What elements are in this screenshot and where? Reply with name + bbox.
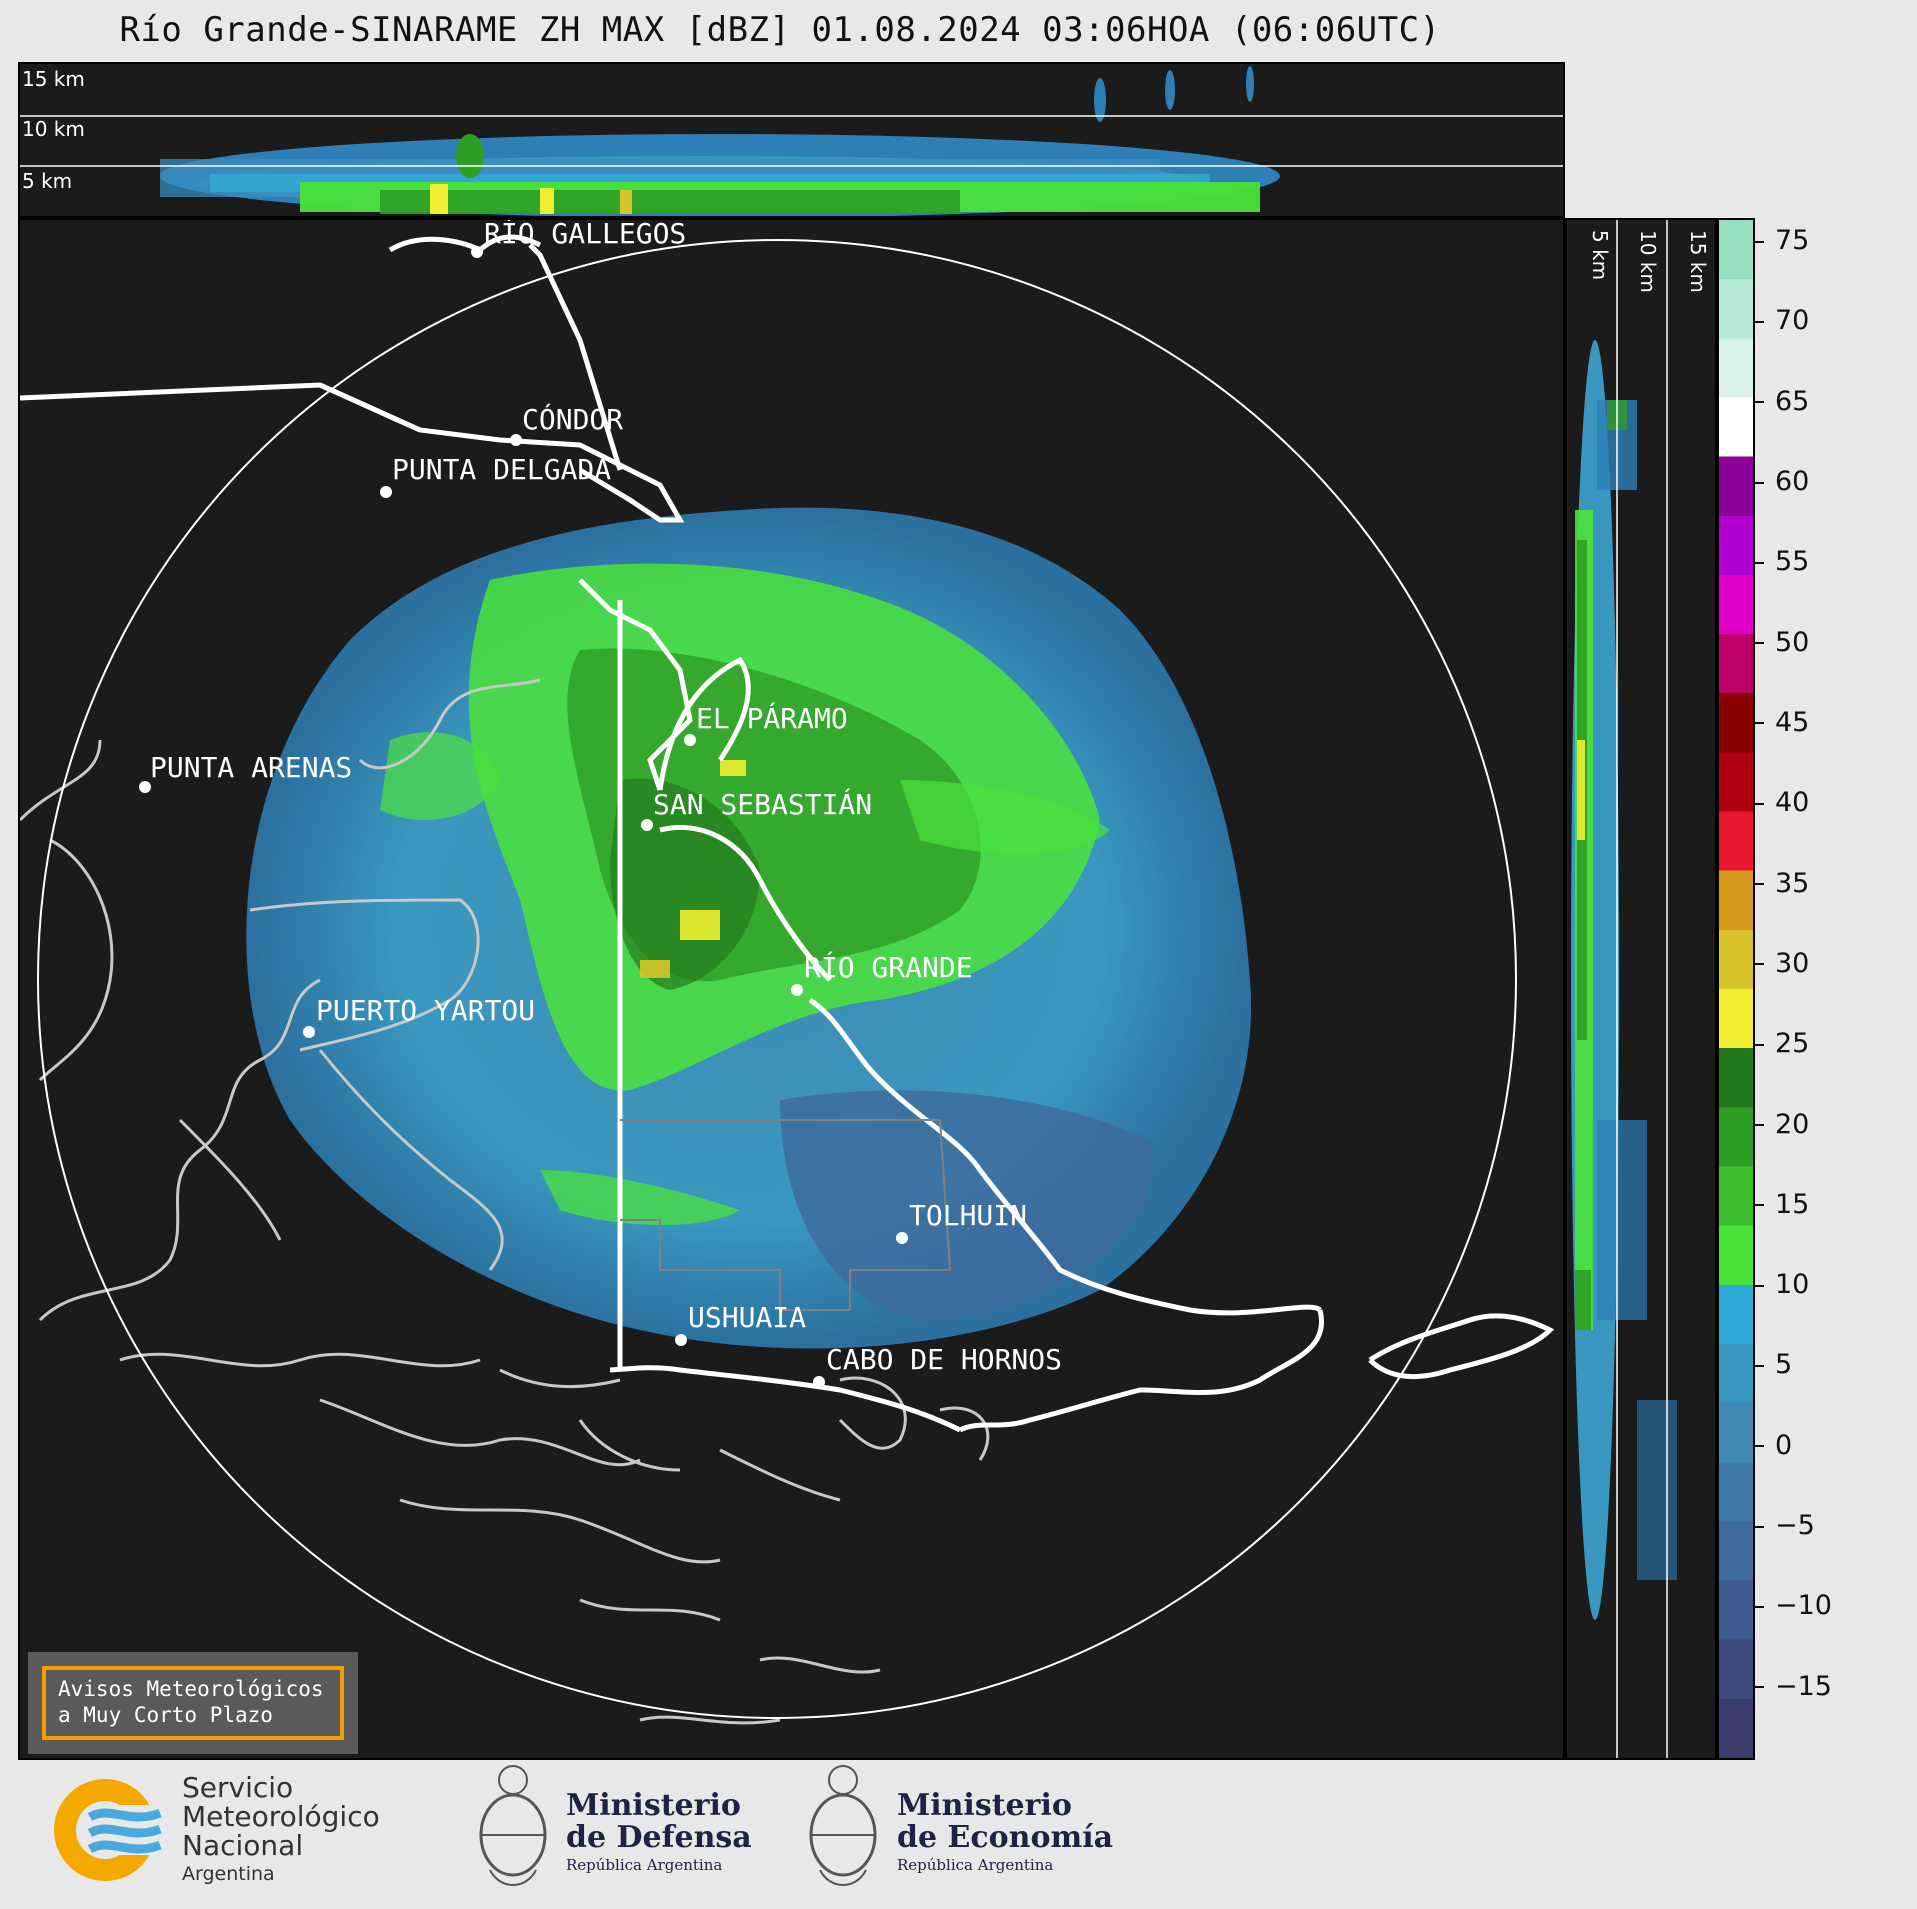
svg-text:PUNTA ARENAS: PUNTA ARENAS (150, 751, 352, 784)
side-altitude-label-15km: 15 km (1686, 230, 1710, 293)
colorbar-tick-label: 55 (1755, 546, 1809, 577)
svg-text:CABO DE HORNOS: CABO DE HORNOS (826, 1343, 1062, 1376)
colorbar-tick-label: 20 (1755, 1109, 1809, 1140)
place-punta-arenas: PUNTA ARENAS (139, 751, 352, 793)
place-puerto-yartou: PUERTO YARTOU (303, 994, 535, 1038)
defensa-coat-of-arms-icon (479, 1765, 547, 1886)
economia-coat-of-arms-icon (809, 1765, 877, 1886)
top-cross-section-panel: 15 km 10 km 5 km (18, 62, 1565, 218)
colorbar-tick-label: −15 (1755, 1671, 1832, 1702)
place-ushuaia: USHUAIA (675, 1301, 806, 1346)
place-punta-delgada: PUNTA DELGADA (380, 453, 611, 498)
range-ring (37, 239, 1517, 1719)
defensa-logo-text: Ministerio de Defensa República Argentin… (566, 1788, 752, 1875)
place-rio-gallegos: RÍO GALLEGOS (471, 220, 686, 258)
colorbar-tick-label: 50 (1755, 627, 1809, 658)
svg-text:PUERTO YARTOU: PUERTO YARTOU (316, 994, 535, 1027)
svg-text:CÓNDOR: CÓNDOR (522, 402, 623, 436)
colorbar-tick-label: 60 (1755, 466, 1809, 497)
side-altitude-label-5km: 5 km (1588, 230, 1612, 280)
place-el-paramo: EL PÁRAMO (684, 701, 848, 746)
colorbar-tick-label: 75 (1755, 225, 1809, 256)
smn-logo-text: Servicio Meteorológico Nacional Argentin… (182, 1771, 380, 1885)
economia-logo-text: Ministerio de Economía República Argenti… (897, 1788, 1114, 1875)
colorbar-tick-label: 45 (1755, 707, 1809, 738)
colorbar-tick-label: −10 (1755, 1590, 1832, 1621)
colorbar-tick-label: 30 (1755, 948, 1809, 979)
svg-text:RÍO GRANDE: RÍO GRANDE (804, 950, 973, 984)
colorbar-tick-label: 5 (1755, 1349, 1792, 1380)
colorbar-tick-label: −5 (1755, 1510, 1815, 1541)
colorbar-tick-label: 25 (1755, 1028, 1809, 1059)
smn-logo-icon (54, 1779, 170, 1881)
svg-text:PUNTA DELGADA: PUNTA DELGADA (392, 453, 611, 486)
place-rio-grande: RÍO GRANDE (791, 950, 973, 996)
side-cross-section-panel: 5 km 10 km 15 km (1565, 218, 1717, 1760)
altitude-label-15km: 15 km (22, 67, 85, 91)
side-altitude-label-10km: 10 km (1636, 230, 1660, 293)
coastlines (20, 678, 990, 1725)
place-tolhuin: TOLHUIN (896, 1199, 1027, 1244)
avisos-frame: Avisos Meteorológicos a Muy Corto Plazo (42, 1666, 344, 1740)
dbz-colorbar (1717, 218, 1755, 1760)
radar-map-panel: RÍO GALLEGOS CÓNDOR PUNTA DELGADA EL PÁR… (18, 218, 1565, 1760)
colorbar-tick-label: 15 (1755, 1189, 1809, 1220)
map-title: Río Grande-SINARAME ZH MAX [dBZ] 01.08.2… (119, 10, 1441, 50)
avisos-line1: Avisos Meteorológicos (58, 1677, 324, 1701)
place-condor: CÓNDOR (510, 402, 623, 446)
svg-text:USHUAIA: USHUAIA (688, 1301, 806, 1334)
svg-text:TOLHUIN: TOLHUIN (909, 1199, 1027, 1232)
svg-text:RÍO GALLEGOS: RÍO GALLEGOS (484, 220, 686, 250)
altitude-label-10km: 10 km (22, 117, 85, 141)
colorbar-tick-label: 35 (1755, 868, 1809, 899)
colorbar-tick-label: 70 (1755, 305, 1809, 336)
colorbar-tick-label: 10 (1755, 1269, 1809, 1300)
colorbar-tick-label: 0 (1755, 1430, 1792, 1461)
place-san-sebastian: SAN SEBASTIÁN (641, 787, 872, 831)
colorbar-tick-label: 65 (1755, 386, 1809, 417)
borders (20, 234, 1555, 1433)
avisos-line2: a Muy Corto Plazo (58, 1703, 273, 1727)
avisos-box: Avisos Meteorológicos a Muy Corto Plazo (28, 1652, 358, 1754)
place-cabo-de-hornos: CABO DE HORNOS (813, 1343, 1062, 1388)
svg-text:EL PÁRAMO: EL PÁRAMO (696, 701, 848, 735)
altitude-label-5km: 5 km (22, 169, 72, 193)
radar-echo (246, 507, 1252, 1349)
colorbar-tick-label: 40 (1755, 787, 1809, 818)
svg-text:SAN SEBASTIÁN: SAN SEBASTIÁN (653, 787, 872, 821)
